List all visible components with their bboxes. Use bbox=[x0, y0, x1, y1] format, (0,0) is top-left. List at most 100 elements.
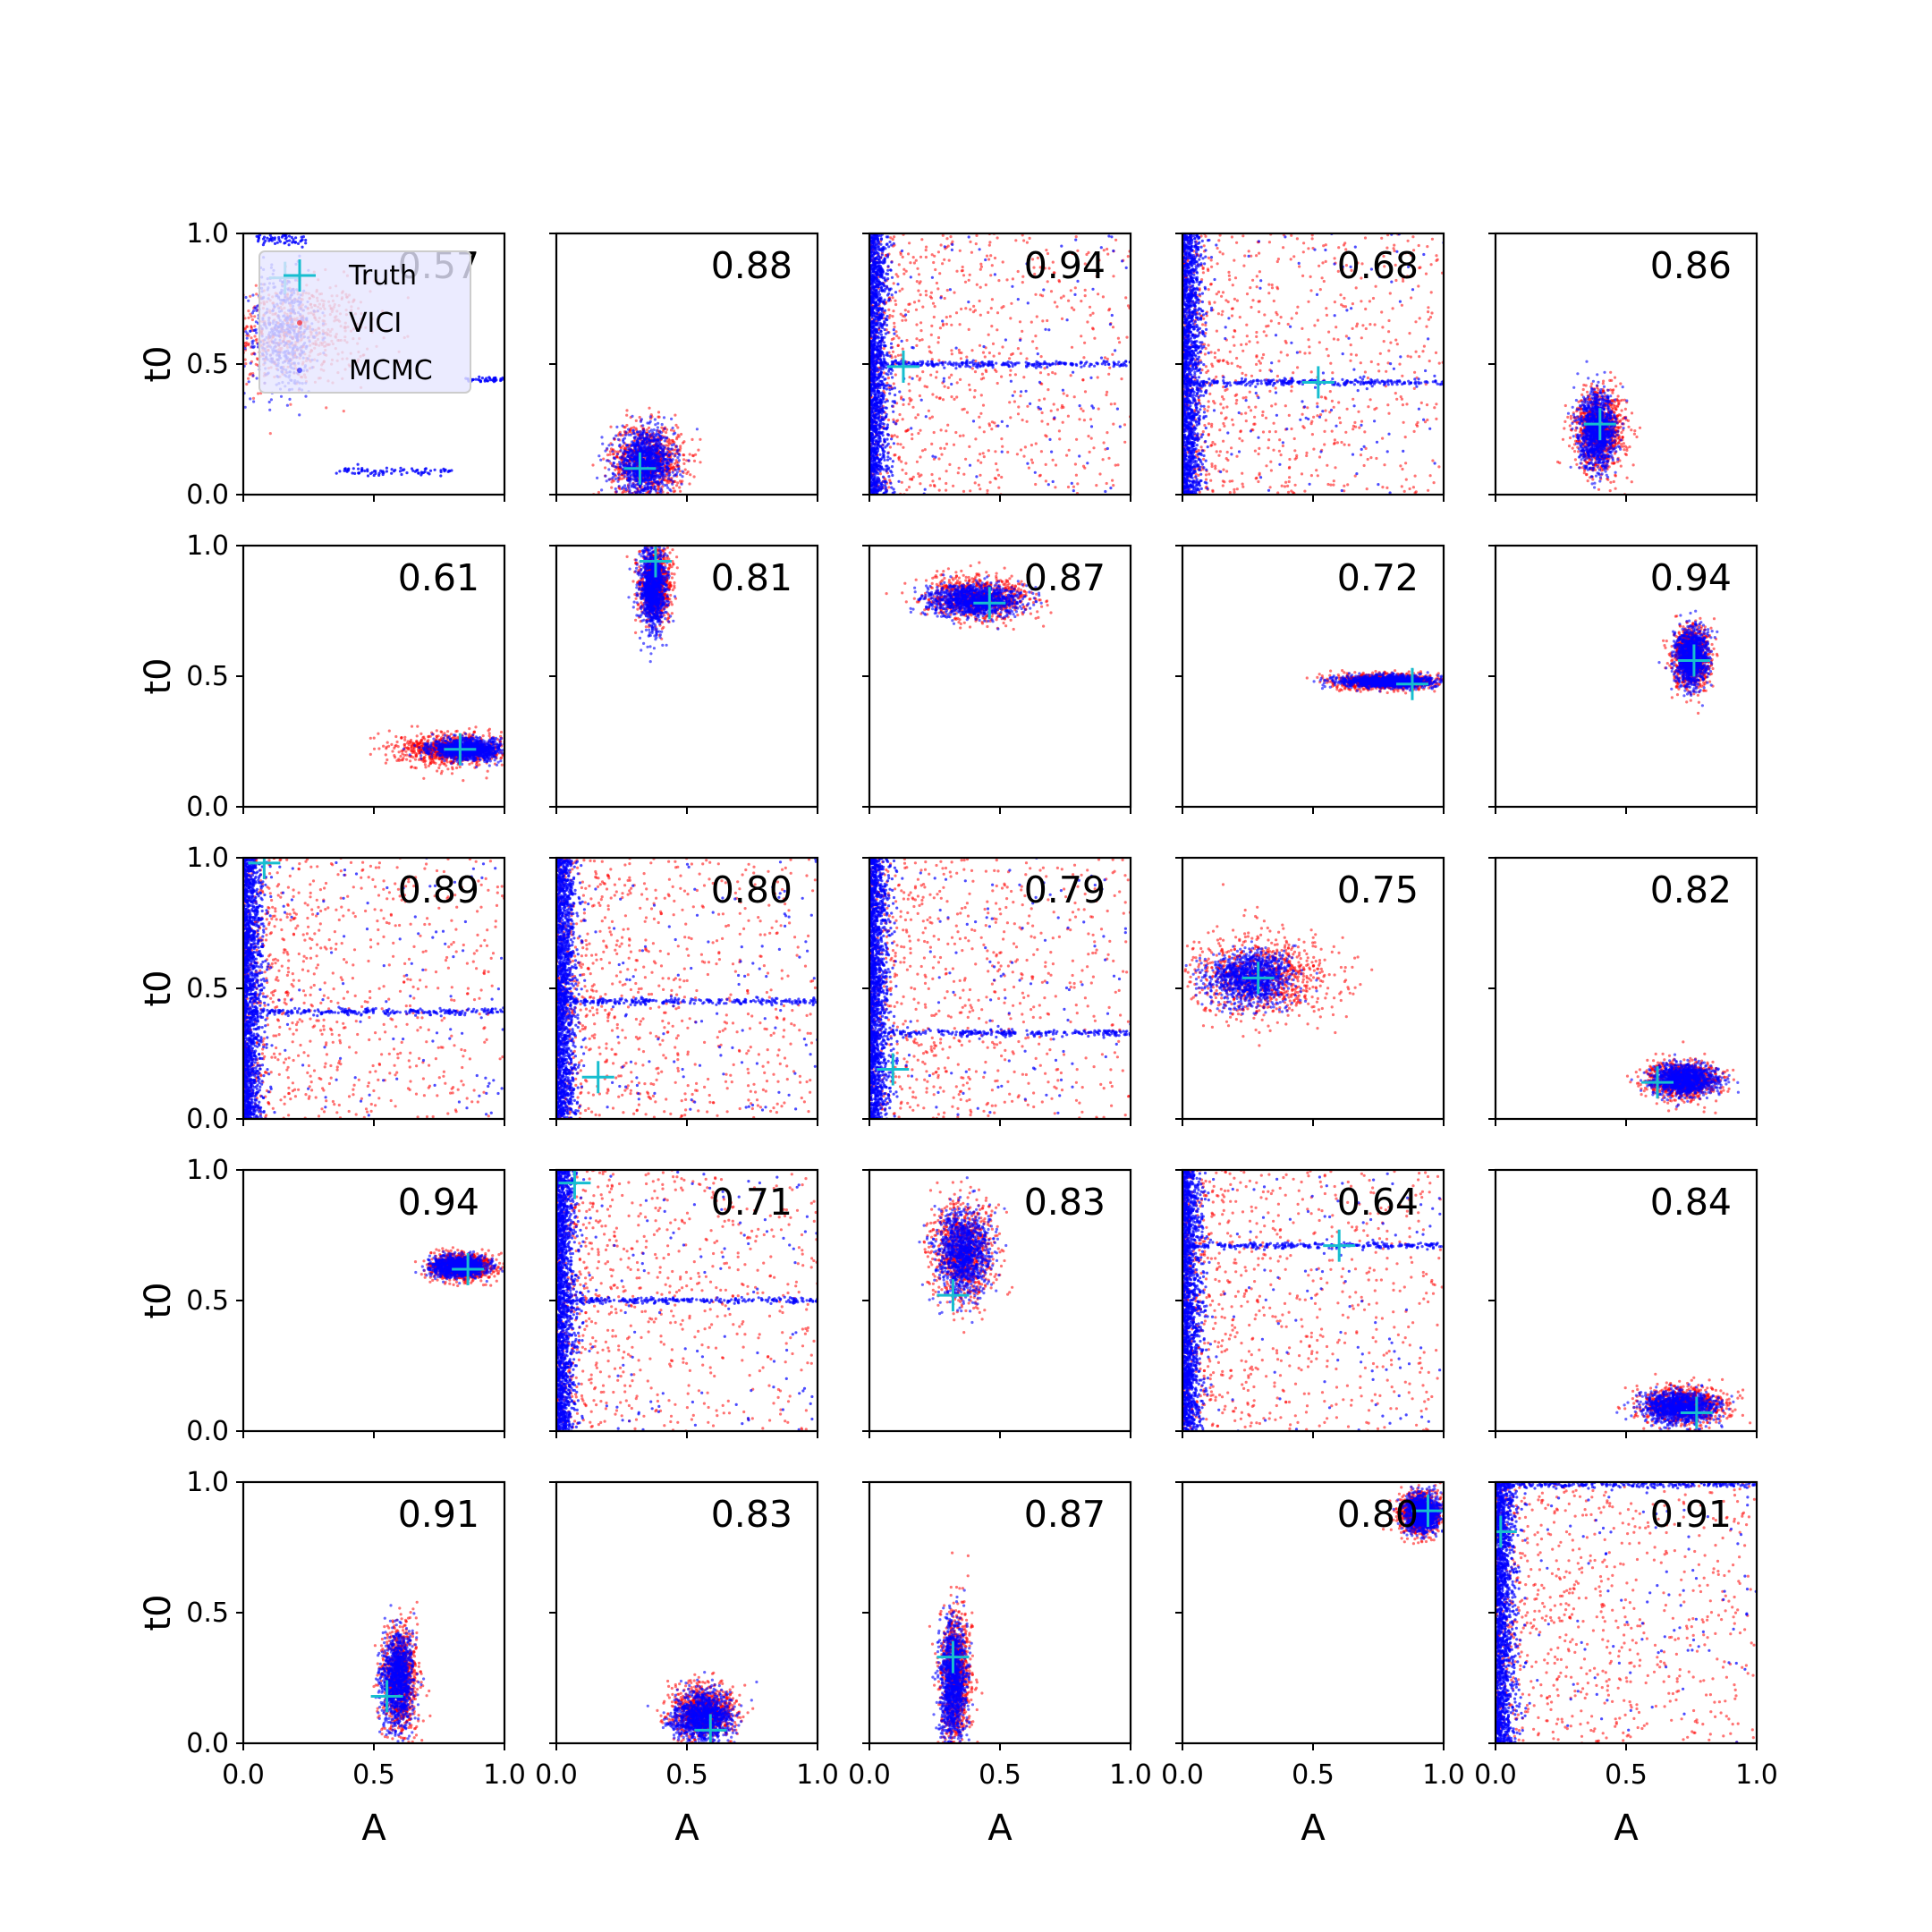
mcmc-point bbox=[251, 374, 254, 377]
vici-point bbox=[921, 338, 924, 341]
vici-point bbox=[233, 351, 235, 353]
vici-point bbox=[228, 326, 231, 329]
mcmc-point bbox=[252, 309, 255, 312]
vici-point bbox=[904, 309, 907, 311]
mcmc-point bbox=[268, 409, 271, 411]
vici-point bbox=[905, 339, 908, 342]
vici-point bbox=[235, 334, 238, 336]
vici-point bbox=[1022, 239, 1025, 242]
vici-point bbox=[1009, 317, 1012, 319]
mcmc-point bbox=[615, 426, 618, 428]
vici-point bbox=[693, 460, 696, 462]
vici-point bbox=[893, 235, 895, 238]
vici-point bbox=[232, 353, 234, 356]
mcmc-point bbox=[642, 489, 645, 492]
mcmc-point bbox=[657, 422, 659, 425]
vici-point bbox=[250, 325, 252, 327]
mcmc-point bbox=[648, 453, 650, 456]
vici-point bbox=[237, 349, 240, 352]
vici-point bbox=[688, 482, 691, 485]
mcmc-point bbox=[675, 445, 678, 448]
vici-point bbox=[1046, 388, 1049, 391]
mcmc-point bbox=[250, 362, 252, 365]
vici-point bbox=[895, 273, 898, 275]
vici-point bbox=[979, 426, 981, 428]
vici-point bbox=[681, 479, 683, 482]
mcmc-point bbox=[893, 442, 895, 445]
vici-point bbox=[597, 491, 600, 494]
mcmc-point bbox=[231, 341, 233, 343]
vici-point bbox=[1078, 418, 1080, 420]
mcmc-point bbox=[627, 452, 630, 454]
vici-point bbox=[1089, 314, 1092, 317]
vici-point bbox=[919, 339, 921, 342]
vici-point bbox=[608, 453, 611, 456]
vici-point bbox=[1054, 301, 1056, 303]
vici-point bbox=[898, 456, 901, 459]
vici-point bbox=[898, 458, 901, 461]
mcmc-point bbox=[628, 462, 631, 464]
vici-point bbox=[968, 328, 970, 331]
vici-point bbox=[981, 373, 984, 376]
vici-point bbox=[1013, 390, 1016, 393]
mcmc-point bbox=[647, 434, 649, 436]
vici-point bbox=[217, 342, 220, 344]
vici-point bbox=[1020, 448, 1022, 451]
vici-point bbox=[632, 504, 635, 507]
vici-point bbox=[949, 235, 952, 238]
mcmc-point bbox=[471, 378, 474, 381]
vici-point bbox=[684, 512, 687, 514]
vici-point bbox=[637, 498, 640, 501]
vici-point bbox=[959, 323, 962, 326]
mcmc-point bbox=[888, 241, 891, 243]
vici-point bbox=[232, 325, 234, 327]
vici-point bbox=[229, 369, 232, 371]
vici-point bbox=[624, 507, 627, 510]
mcmc-point bbox=[668, 488, 671, 491]
vici-point bbox=[1081, 378, 1084, 381]
vici-point bbox=[901, 481, 903, 484]
vici-point bbox=[257, 392, 259, 394]
vici-point bbox=[912, 256, 915, 258]
vici-point bbox=[680, 433, 682, 436]
vici-point bbox=[911, 437, 913, 440]
vici-point bbox=[233, 335, 235, 338]
mcmc-point bbox=[255, 309, 258, 312]
mcmc-point bbox=[657, 480, 659, 483]
vici-point bbox=[1047, 373, 1050, 376]
vici-point bbox=[1112, 275, 1114, 277]
vici-point bbox=[918, 475, 920, 478]
vici-point bbox=[219, 341, 222, 343]
vici-point bbox=[918, 378, 920, 381]
mcmc-point bbox=[429, 470, 432, 472]
mcmc-point bbox=[649, 503, 652, 505]
vici-point bbox=[1035, 442, 1038, 445]
vici-point bbox=[217, 289, 220, 292]
vici-point bbox=[938, 272, 941, 275]
mcmc-point bbox=[352, 467, 355, 470]
vici-point bbox=[1021, 330, 1023, 333]
mcmc-point bbox=[252, 346, 255, 349]
mcmc-point bbox=[632, 432, 635, 435]
vici-point bbox=[1075, 235, 1078, 238]
vici-point bbox=[665, 499, 668, 502]
mcmc-point bbox=[656, 429, 658, 432]
mcmc-point bbox=[606, 479, 608, 482]
y-tick-label: 0.5 bbox=[186, 349, 229, 380]
vici-point bbox=[689, 453, 691, 455]
vici-point bbox=[1065, 454, 1068, 457]
vici-point bbox=[1039, 371, 1042, 374]
vici-point bbox=[1074, 462, 1077, 465]
vici-point bbox=[913, 261, 916, 264]
mcmc-point bbox=[614, 435, 617, 437]
vici-point bbox=[930, 473, 933, 476]
vici-point bbox=[1014, 373, 1017, 376]
vici-point bbox=[950, 324, 953, 326]
mcmc-point bbox=[244, 330, 247, 333]
mcmc-point bbox=[676, 448, 679, 451]
mcmc-point bbox=[629, 496, 631, 498]
vici-point bbox=[227, 330, 230, 333]
vici-point bbox=[893, 322, 895, 325]
vici-point bbox=[994, 450, 996, 453]
vici-point bbox=[940, 428, 943, 431]
